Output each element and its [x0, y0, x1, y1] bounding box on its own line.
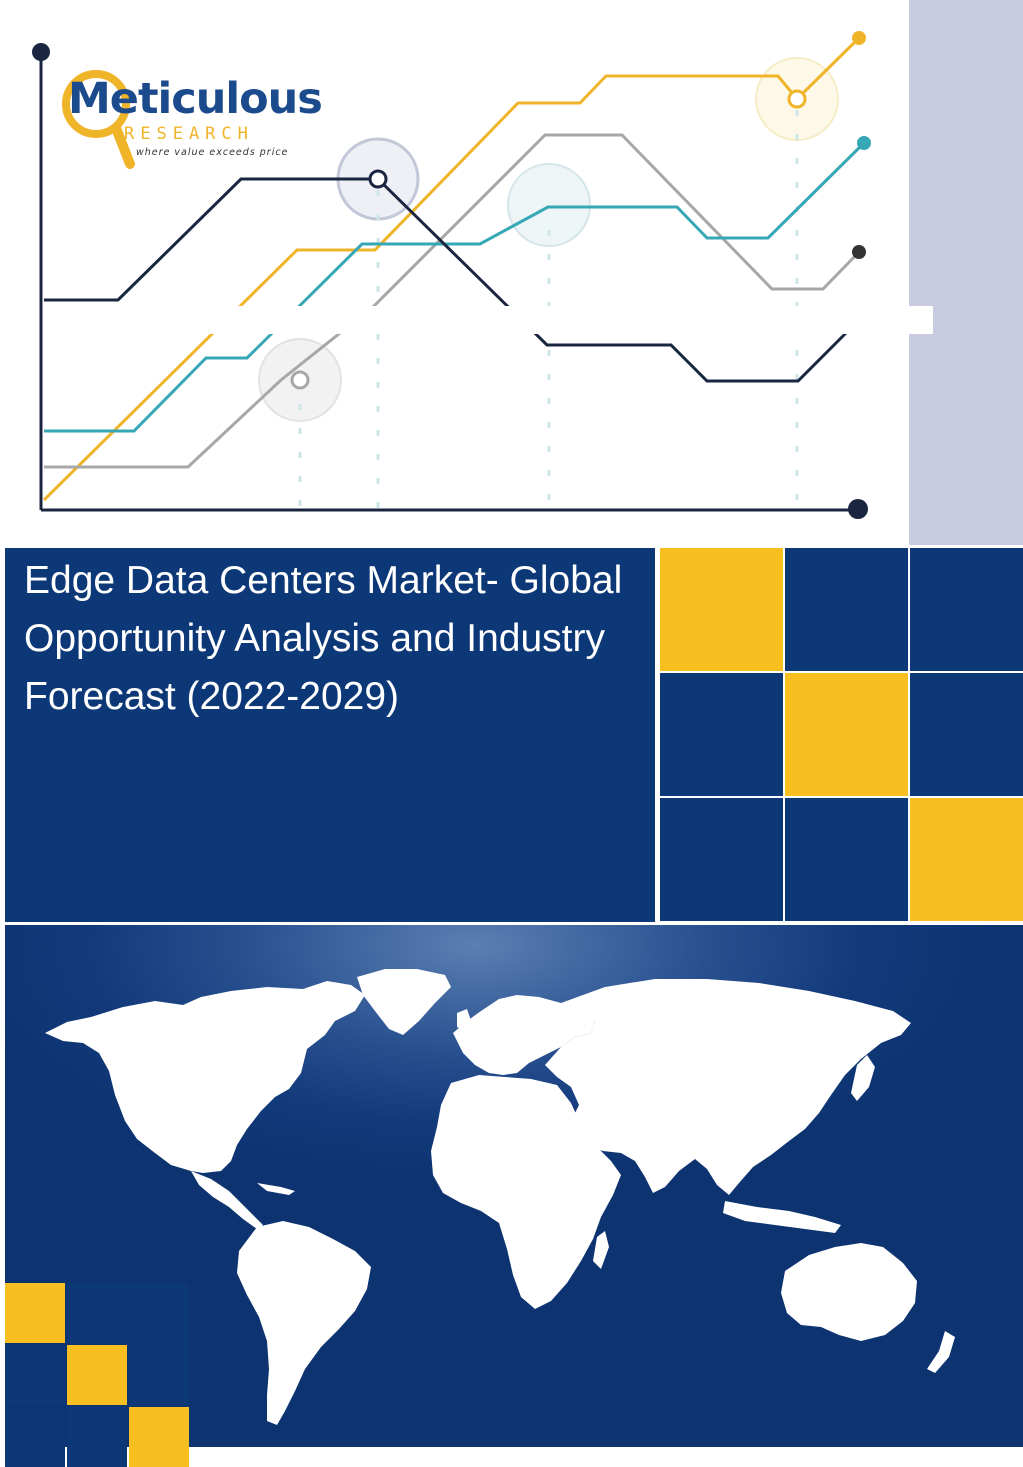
north-america-shape — [45, 981, 365, 1173]
corner-cell-blue — [67, 1283, 127, 1343]
new-zealand-shape — [927, 1331, 955, 1373]
asia-shape — [545, 979, 911, 1195]
side-color-strip — [909, 0, 1023, 545]
madagascar-shape — [593, 1231, 609, 1269]
gray-series-line — [44, 133, 861, 469]
axis-end-dot — [848, 499, 868, 519]
corner-cell-blue — [5, 1407, 65, 1467]
grid-cell-blue — [910, 548, 1023, 671]
logo-wordmark: Meticulous — [68, 74, 323, 124]
africa-shape — [431, 1075, 621, 1309]
corner-cell-blue — [129, 1283, 189, 1343]
report-title: Edge Data Centers Market- Global Opportu… — [24, 559, 623, 718]
europe-shape — [453, 995, 595, 1075]
teal-series-line — [44, 141, 866, 433]
grid-cell-blue — [785, 798, 908, 921]
corner-cell-yellow — [5, 1283, 65, 1343]
white-overlay-band — [44, 306, 933, 334]
logo-tagline: where value exceeds price — [136, 147, 289, 158]
grid-cell-blue — [785, 548, 908, 671]
grid-cell-yellow — [910, 798, 1023, 921]
indonesia-shape — [723, 1201, 841, 1233]
highlight-ring — [507, 163, 591, 247]
gray-marker — [290, 370, 310, 390]
corner-cell-blue — [67, 1407, 127, 1467]
grid-cell-blue — [910, 673, 1023, 796]
grid-cell-yellow — [785, 673, 908, 796]
teal-end-dot — [857, 136, 871, 150]
header-graphic-area — [0, 0, 1023, 545]
british-isles-shape — [457, 1009, 471, 1031]
greenland-shape — [357, 969, 451, 1035]
yellow-end-dot — [852, 31, 866, 45]
gray-end-dot — [852, 245, 866, 259]
axis-end-dot — [32, 43, 50, 61]
grid-cell-blue — [660, 673, 783, 796]
world-map-silhouette — [45, 969, 955, 1425]
yellow-marker — [787, 89, 807, 109]
yellow-series-line — [42, 36, 861, 502]
japan-shape — [851, 1055, 875, 1101]
dark-series-line — [44, 177, 861, 383]
grid-cell-blue — [660, 798, 783, 921]
corner-cell-yellow — [67, 1345, 127, 1405]
magnifier-logo-icon — [62, 70, 135, 169]
corner-cell-yellow — [129, 1407, 189, 1467]
australia-shape — [781, 1243, 917, 1341]
company-logo: Meticulous RESEARCH where value exceeds … — [58, 64, 328, 174]
dark-marker — [368, 169, 388, 189]
south-america-shape — [237, 1221, 371, 1425]
title-panel — [5, 548, 655, 922]
grid-cell-yellow — [660, 548, 783, 671]
logo-subwordmark: RESEARCH — [124, 124, 254, 144]
central-america-shape — [191, 1171, 263, 1229]
corner-cell-blue — [5, 1345, 65, 1405]
line-graph-illustration — [32, 31, 871, 519]
caribbean-islands-shape — [257, 1183, 295, 1195]
corner-cell-blue — [129, 1345, 189, 1405]
